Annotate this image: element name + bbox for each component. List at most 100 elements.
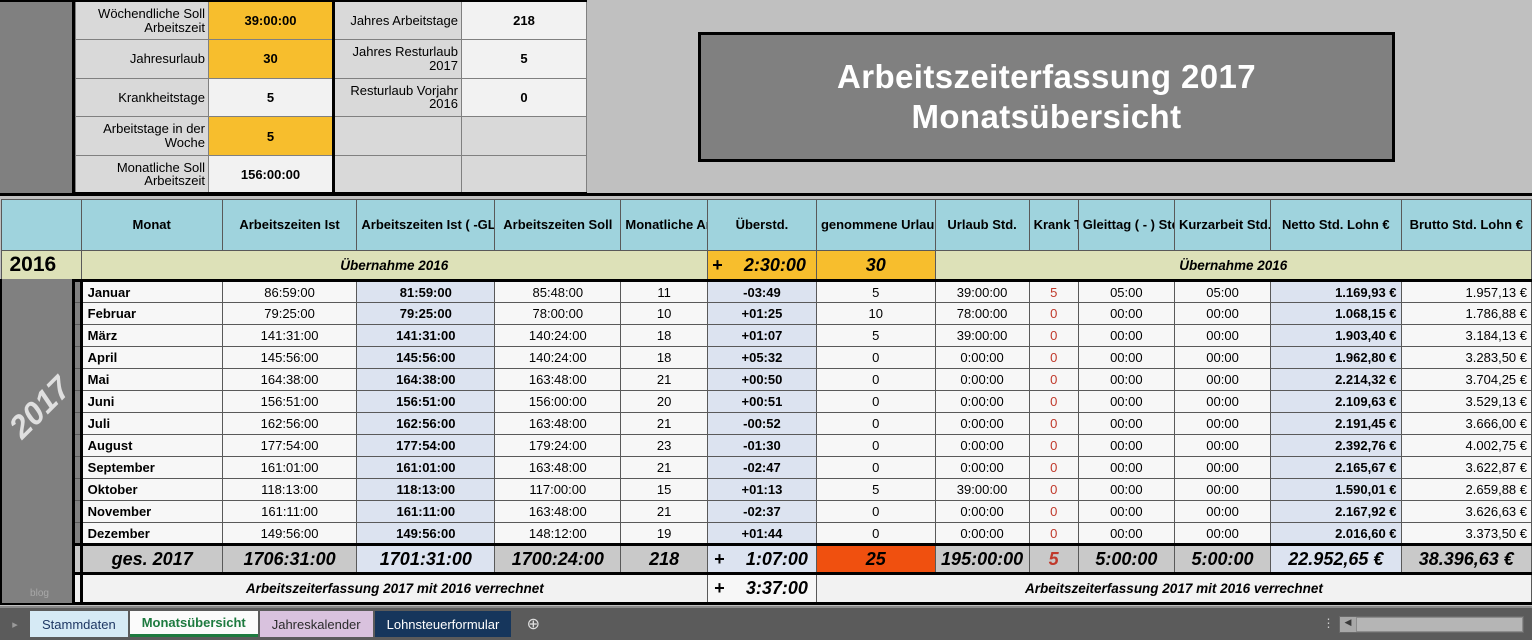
scroll-left-icon[interactable]: ◀ xyxy=(1340,616,1356,632)
cell-urlaub-std[interactable]: 39:00:00 xyxy=(934,280,1030,303)
cell-ueberstunden[interactable]: -01:30 xyxy=(706,434,817,457)
cell-arbeitszeiten-ist[interactable]: 149:56:00 xyxy=(221,522,358,545)
cell-month[interactable]: April xyxy=(80,346,223,369)
col-header-corner[interactable] xyxy=(0,199,82,251)
cell-brutto-lohn[interactable]: 3.704,25 € xyxy=(1400,368,1532,391)
cell-netto-lohn[interactable]: 1.169,93 € xyxy=(1270,280,1402,303)
cell-monatliche-arbeitstage[interactable]: 21 xyxy=(620,412,708,435)
cell-krank-tage[interactable]: 0 xyxy=(1028,302,1079,325)
cell-arbeitszeiten-ist[interactable]: 161:01:00 xyxy=(221,456,358,479)
cell-ueberstunden[interactable]: +01:13 xyxy=(706,478,817,501)
cell-arbeitszeiten-ist-gl[interactable]: 164:38:00 xyxy=(356,368,496,391)
cell-krank-tage[interactable]: 0 xyxy=(1028,456,1079,479)
cell-krank-tage[interactable]: 0 xyxy=(1028,368,1079,391)
cell-genommene-urlaubstage[interactable]: 0 xyxy=(815,522,936,545)
cell-month[interactable]: Mai xyxy=(80,368,223,391)
cell-brutto-lohn[interactable]: 4.002,75 € xyxy=(1400,434,1532,457)
cell-genommene-urlaubstage[interactable]: 0 xyxy=(815,456,936,479)
cell-arbeitszeiten-soll[interactable]: 163:48:00 xyxy=(494,456,622,479)
cell-urlaub-std[interactable]: 0:00:00 xyxy=(934,390,1030,413)
cell-arbeitszeiten-soll[interactable]: 140:24:00 xyxy=(494,346,622,369)
cell-arbeitszeiten-soll[interactable]: 163:48:00 xyxy=(494,412,622,435)
cell-ueberstunden[interactable]: -02:37 xyxy=(706,500,817,523)
cell-ueberstunden[interactable]: +01:25 xyxy=(706,302,817,325)
cell-urlaub-std[interactable]: 0:00:00 xyxy=(934,412,1030,435)
cell-netto-lohn[interactable]: 2.214,32 € xyxy=(1270,368,1402,391)
cell-urlaub-std[interactable]: 0:00:00 xyxy=(934,434,1030,457)
cell-arbeitszeiten-ist[interactable]: 118:13:00 xyxy=(221,478,358,501)
col-header-urlaub-std[interactable]: Urlaub Std. xyxy=(934,199,1030,251)
cell-brutto-lohn[interactable]: 3.184,13 € xyxy=(1400,324,1532,347)
cell-arbeitszeiten-ist-gl[interactable]: 156:51:00 xyxy=(356,390,496,413)
cell-kurzarbeit-std[interactable]: 00:00 xyxy=(1173,500,1272,523)
weekly-target-value[interactable]: 39:00:00 xyxy=(208,0,335,41)
cell-ueberstunden[interactable]: +00:51 xyxy=(706,390,817,413)
cell-krank-tage[interactable]: 0 xyxy=(1028,478,1079,501)
cell-genommene-urlaubstage[interactable]: 0 xyxy=(815,368,936,391)
cell-genommene-urlaubstage[interactable]: 0 xyxy=(815,346,936,369)
cell-ueberstunden[interactable]: +00:50 xyxy=(706,368,817,391)
cell-arbeitszeiten-soll[interactable]: 163:48:00 xyxy=(494,368,622,391)
cell-brutto-lohn[interactable]: 3.666,00 € xyxy=(1400,412,1532,435)
sheet-tab-monatsuebersicht[interactable]: Monatsübersicht xyxy=(129,611,258,637)
remaining-vacation-2016-value[interactable]: 0 xyxy=(461,77,587,118)
cell-arbeitszeiten-soll[interactable]: 140:24:00 xyxy=(494,324,622,347)
cell-genommene-urlaubstage[interactable]: 0 xyxy=(815,390,936,413)
add-sheet-icon[interactable]: ⊕ xyxy=(526,616,541,633)
total-urlaub-std[interactable]: 195:00:00 xyxy=(934,543,1030,575)
cell-arbeitszeiten-ist-gl[interactable]: 161:11:00 xyxy=(356,500,496,523)
cell-urlaub-std[interactable]: 78:00:00 xyxy=(934,302,1030,325)
cell-arbeitszeiten-soll[interactable]: 148:12:00 xyxy=(494,522,622,545)
sheet-tab-stammdaten[interactable]: Stammdaten xyxy=(30,611,128,637)
cell-krank-tage[interactable]: 0 xyxy=(1028,500,1079,523)
cell-arbeitszeiten-ist[interactable]: 161:11:00 xyxy=(221,500,358,523)
col-header-ueberstunden[interactable]: Überstd. xyxy=(706,199,817,251)
cell-krank-tage[interactable]: 0 xyxy=(1028,522,1079,545)
cell-krank-tage[interactable]: 5 xyxy=(1028,280,1079,303)
cell-arbeitszeiten-soll[interactable]: 78:00:00 xyxy=(494,302,622,325)
col-header-arbeitszeiten-ist-gl[interactable]: Arbeitszeiten Ist ( -GL ) xyxy=(356,199,496,251)
cell-kurzarbeit-std[interactable]: 00:00 xyxy=(1173,302,1272,325)
cell-gleittag-std[interactable]: 00:00 xyxy=(1077,478,1175,501)
cell-urlaub-std[interactable]: 0:00:00 xyxy=(934,456,1030,479)
cell-netto-lohn[interactable]: 2.167,92 € xyxy=(1270,500,1402,523)
cell-arbeitszeiten-soll[interactable]: 156:00:00 xyxy=(494,390,622,413)
footer-ueberstunden[interactable]: +3:37:00 xyxy=(706,573,817,605)
cell-arbeitszeiten-ist[interactable]: 141:31:00 xyxy=(221,324,358,347)
sheetbar-grip-icon[interactable]: ⋮ xyxy=(1322,616,1336,631)
cell-arbeitszeiten-ist[interactable]: 162:56:00 xyxy=(221,412,358,435)
cell-genommene-urlaubstage[interactable]: 5 xyxy=(815,324,936,347)
total-gleittag-std[interactable]: 5:00:00 xyxy=(1077,543,1175,575)
cell-ueberstunden[interactable]: +01:07 xyxy=(706,324,817,347)
cell-month[interactable]: Oktober xyxy=(80,478,223,501)
cell-gleittag-std[interactable]: 00:00 xyxy=(1077,324,1175,347)
cell-krank-tage[interactable]: 0 xyxy=(1028,434,1079,457)
col-header-arbeitszeiten-ist[interactable]: Arbeitszeiten Ist xyxy=(221,199,358,251)
total-kurzarbeit-std[interactable]: 5:00:00 xyxy=(1173,543,1272,575)
cell-arbeitszeiten-soll[interactable]: 163:48:00 xyxy=(494,500,622,523)
cell-monatliche-arbeitstage[interactable]: 23 xyxy=(620,434,708,457)
cell-month[interactable]: November xyxy=(80,500,223,523)
cell-month[interactable]: Juni xyxy=(80,390,223,413)
cell-arbeitszeiten-ist[interactable]: 86:59:00 xyxy=(221,280,358,303)
col-header-brutto-lohn[interactable]: Brutto Std. Lohn € xyxy=(1400,199,1532,251)
workdays-per-week-value[interactable]: 5 xyxy=(208,116,335,156)
cell-genommene-urlaubstage[interactable]: 5 xyxy=(815,280,936,303)
cell-brutto-lohn[interactable]: 3.622,87 € xyxy=(1400,456,1532,479)
cell-urlaub-std[interactable]: 0:00:00 xyxy=(934,500,1030,523)
cell-kurzarbeit-std[interactable]: 05:00 xyxy=(1173,280,1272,303)
cell-kurzarbeit-std[interactable]: 00:00 xyxy=(1173,390,1272,413)
cell-gleittag-std[interactable]: 00:00 xyxy=(1077,412,1175,435)
cell-kurzarbeit-std[interactable]: 00:00 xyxy=(1173,368,1272,391)
cell-gleittag-std[interactable]: 00:00 xyxy=(1077,456,1175,479)
cell-netto-lohn[interactable]: 2.109,63 € xyxy=(1270,390,1402,413)
cell-monatliche-arbeitstage[interactable]: 21 xyxy=(620,456,708,479)
col-header-arbeitszeiten-soll[interactable]: Arbeitszeiten Soll xyxy=(494,199,622,251)
cell-netto-lohn[interactable]: 2.392,76 € xyxy=(1270,434,1402,457)
cell-brutto-lohn[interactable]: 2.659,88 € xyxy=(1400,478,1532,501)
cell-arbeitszeiten-ist-gl[interactable]: 149:56:00 xyxy=(356,522,496,545)
cell-arbeitszeiten-ist-gl[interactable]: 162:56:00 xyxy=(356,412,496,435)
cell-brutto-lohn[interactable]: 3.529,13 € xyxy=(1400,390,1532,413)
cell-genommene-urlaubstage[interactable]: 5 xyxy=(815,478,936,501)
total-arbeitszeiten-soll[interactable]: 1700:24:00 xyxy=(494,543,622,575)
